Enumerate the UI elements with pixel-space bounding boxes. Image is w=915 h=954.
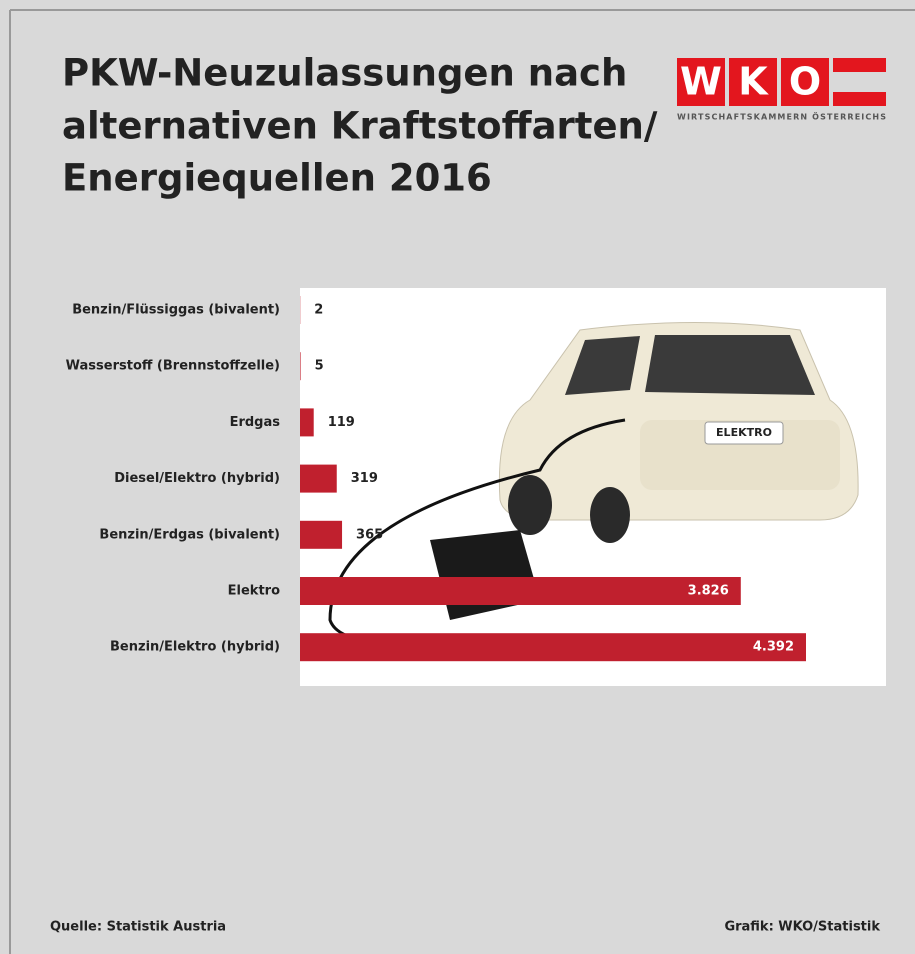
- source: Quelle: Statistik Austria: [50, 920, 226, 935]
- bar: [300, 408, 314, 436]
- category-label: Diesel/Elektro (hybrid): [114, 471, 280, 486]
- chart: PKW-Neuzulassungen nach alternativen Kra…: [0, 0, 915, 954]
- page: PKW-Neuzulassungen nach alternativen Kra…: [0, 0, 915, 954]
- value-label: 319: [351, 471, 378, 486]
- value-label: 3.826: [688, 584, 729, 599]
- category-label: Benzin/Flüssiggas (bivalent): [72, 303, 280, 318]
- bar: [300, 465, 337, 493]
- category-label: Benzin/Elektro (hybrid): [110, 640, 280, 655]
- logo-stripe: [833, 58, 886, 72]
- bar: [300, 577, 741, 605]
- bar: [300, 521, 342, 549]
- car-badge: ELEKTRO: [716, 426, 772, 439]
- title-line: PKW-Neuzulassungen nach: [62, 52, 627, 95]
- credit: Grafik: WKO/Statistik: [724, 920, 880, 935]
- car-window: [565, 335, 815, 395]
- category-label: Benzin/Erdgas (bivalent): [99, 527, 280, 542]
- logo-letter: O: [789, 60, 821, 104]
- logo-stripe: [833, 92, 886, 106]
- category-label: Erdgas: [230, 415, 281, 430]
- bar: [300, 352, 301, 380]
- title-line: alternativen Kraftstoffarten/: [62, 105, 658, 148]
- value-label: 4.392: [753, 640, 794, 655]
- wheel: [508, 475, 552, 535]
- title-line: Energiequellen 2016: [62, 157, 492, 200]
- value-label: 119: [328, 415, 355, 430]
- value-label: 2: [314, 303, 323, 318]
- value-label: 5: [315, 359, 324, 374]
- logo-tagline: WIRTSCHAFTSKAMMERN ÖSTERREICHS: [677, 112, 886, 122]
- bar: [300, 633, 806, 661]
- category-label: Elektro: [228, 584, 280, 599]
- category-label: Wasserstoff (Brennstoffzelle): [66, 359, 280, 374]
- wheel: [590, 487, 630, 543]
- logo-letter: W: [680, 60, 722, 104]
- logo-letter: K: [738, 60, 769, 104]
- value-label: 365: [356, 527, 383, 542]
